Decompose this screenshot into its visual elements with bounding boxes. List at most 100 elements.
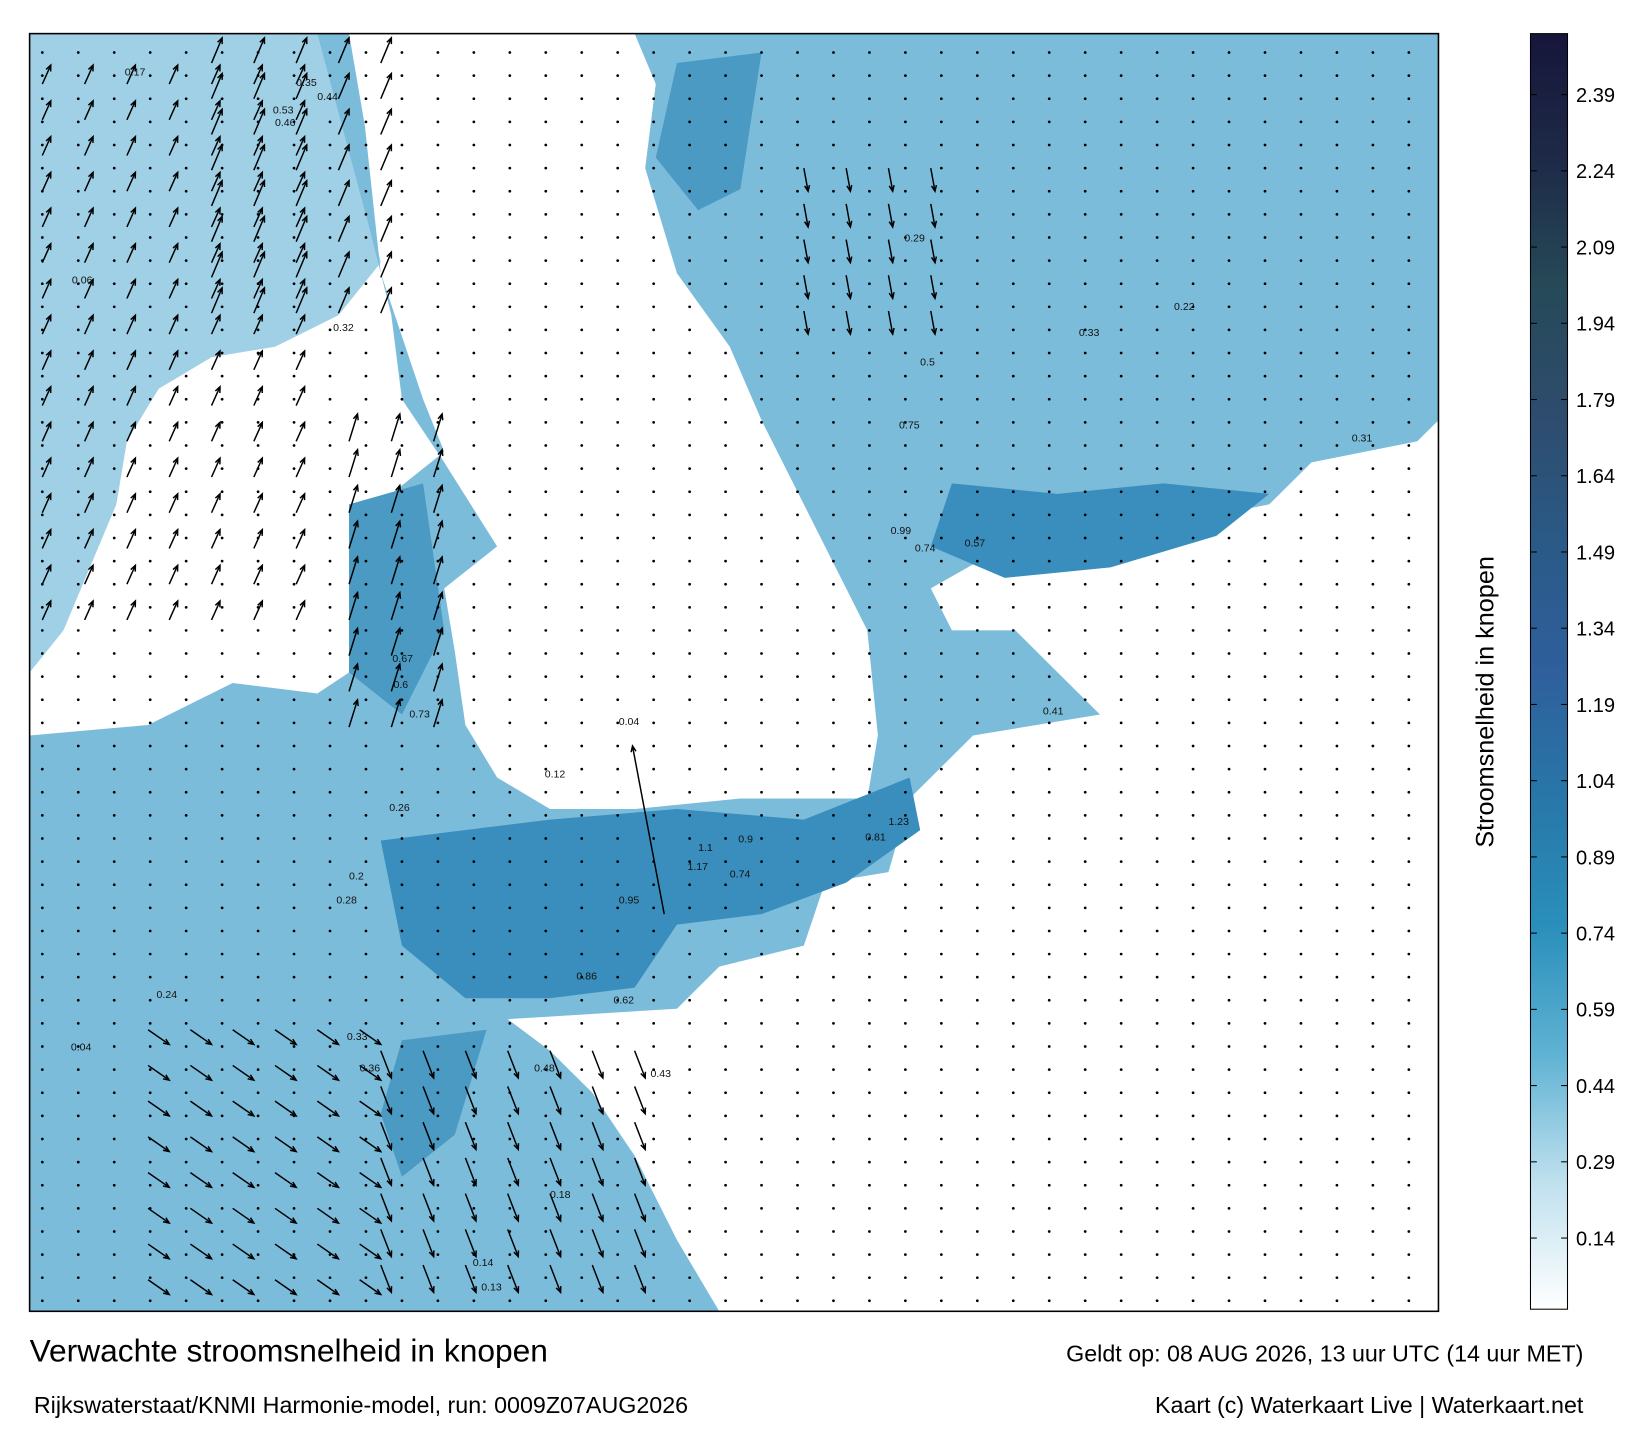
grid-dot — [868, 1253, 871, 1256]
grid-dot — [76, 282, 80, 286]
grid-dot — [472, 513, 476, 517]
grid-dot — [148, 790, 152, 794]
current-arrow — [253, 313, 264, 335]
grid-dot — [508, 721, 512, 725]
grid-dot — [939, 51, 943, 54]
grid-dot — [112, 605, 116, 609]
current-arrow — [591, 1086, 604, 1116]
grid-dot — [904, 605, 907, 609]
grid-dot — [508, 1253, 512, 1256]
current-value: 0.06 — [72, 275, 93, 287]
grid-dot — [148, 652, 152, 655]
grid-dot — [436, 1160, 440, 1164]
grid-dot — [904, 883, 907, 887]
grid-dot — [1191, 1091, 1195, 1095]
grid-dot — [1335, 744, 1339, 748]
grid-dot — [1263, 1160, 1267, 1164]
grid-dot — [112, 1068, 116, 1072]
grid-dot — [1263, 1045, 1267, 1048]
current-arrow — [232, 1243, 256, 1260]
grid-dot — [1047, 582, 1051, 586]
grid-dot — [76, 1160, 80, 1164]
grid-dot — [652, 421, 656, 424]
current-arrow — [83, 63, 94, 85]
grid-dot — [40, 1091, 44, 1095]
grid-dot — [112, 929, 116, 933]
grid-dot — [112, 536, 116, 540]
current-arrow — [210, 563, 221, 585]
grid-dot — [796, 421, 799, 424]
grid-dot — [472, 675, 476, 679]
grid-dot — [1119, 143, 1123, 147]
grid-dot — [148, 1091, 152, 1095]
grid-dot — [939, 1137, 943, 1141]
grid-dot — [40, 212, 44, 216]
grid-dot — [760, 1230, 763, 1233]
grid-dot — [652, 1022, 656, 1025]
grid-dot — [688, 1276, 691, 1280]
grid-dot — [112, 883, 116, 887]
grid-dot — [1155, 559, 1159, 563]
grid-dot — [76, 605, 80, 609]
grid-dot — [580, 513, 584, 517]
grid-dot — [292, 952, 296, 956]
grid-dot — [1047, 1253, 1051, 1256]
grid-dot — [220, 490, 224, 494]
grid-dot — [1335, 721, 1339, 725]
current-arrow — [337, 286, 350, 314]
grid-dot — [832, 236, 835, 239]
grid-dot — [148, 189, 152, 193]
grid-dot — [832, 790, 835, 794]
grid-dot — [184, 1045, 188, 1048]
grid-dot — [292, 1299, 296, 1303]
grid-dot — [400, 906, 404, 910]
grid-dot — [400, 605, 404, 609]
grid-dot — [436, 582, 440, 586]
grid-dot — [832, 513, 835, 517]
grid-dot — [472, 444, 476, 447]
grid-dot — [868, 259, 871, 262]
current-value: 0.2 — [349, 870, 364, 882]
current-arrow — [803, 203, 811, 229]
current-arrow — [380, 1157, 393, 1187]
grid-dot — [1155, 790, 1159, 794]
current-arrow — [210, 599, 221, 621]
grid-dot — [580, 1299, 584, 1303]
grid-dot — [1299, 1022, 1303, 1025]
grid-dot — [364, 97, 368, 101]
colorbar-tick-label: 1.94 — [1576, 314, 1615, 336]
grid-dot — [1191, 721, 1195, 725]
grid-dot — [1371, 1299, 1375, 1303]
grid-dot — [292, 767, 296, 771]
grid-dot — [436, 212, 440, 216]
grid-dot — [400, 236, 404, 239]
grid-dot — [76, 421, 80, 424]
grid-dot — [1155, 374, 1159, 378]
grid-dot — [904, 629, 907, 632]
grid-dot — [1047, 1206, 1051, 1210]
grid-dot — [364, 397, 368, 401]
grid-dot — [220, 998, 224, 1002]
grid-dot — [400, 74, 404, 78]
grid-dot — [1191, 397, 1195, 401]
grid-dot — [292, 166, 296, 170]
grid-dot — [1407, 744, 1411, 748]
grid-dot — [1263, 998, 1267, 1002]
grid-dot — [1227, 698, 1231, 702]
current-arrow — [147, 1064, 171, 1082]
grid-dot — [616, 467, 620, 470]
grid-dot — [1047, 189, 1051, 193]
grid-dot — [508, 421, 512, 424]
current-arrow — [432, 590, 444, 621]
current-arrow — [295, 420, 306, 442]
current-arrow — [316, 1100, 341, 1117]
grid-dot — [1191, 236, 1195, 239]
grid-dot — [148, 629, 152, 632]
grid-dot — [760, 906, 763, 910]
grid-dot — [760, 1183, 763, 1187]
current-arrow — [295, 250, 308, 278]
grid-dot — [688, 51, 691, 54]
current-value: 0.36 — [360, 1063, 381, 1075]
grid-dot — [796, 120, 799, 124]
current-arrow — [168, 63, 179, 85]
